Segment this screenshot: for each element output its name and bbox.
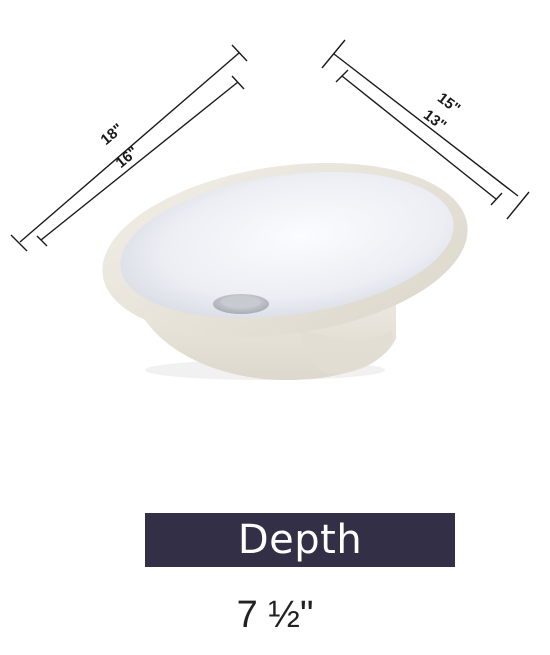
length-dimension-lines [10, 44, 248, 252]
depth-value: 7 ½" [236, 594, 314, 636]
depth-banner: Depth [145, 513, 455, 567]
width-dimension-lines [321, 39, 530, 220]
depth-title: Depth [237, 517, 363, 563]
outer-width-line [321, 39, 530, 220]
inner-length-line [36, 75, 245, 247]
inner-width-line [335, 69, 503, 206]
sink-dimension-diagram: 18" 16" 15" 13" [10, 39, 530, 381]
length-inner-label: 16" [113, 143, 142, 171]
length-outer-label: 18" [98, 120, 127, 148]
outer-length-line [10, 44, 248, 252]
undermount-sink-image [102, 162, 468, 381]
